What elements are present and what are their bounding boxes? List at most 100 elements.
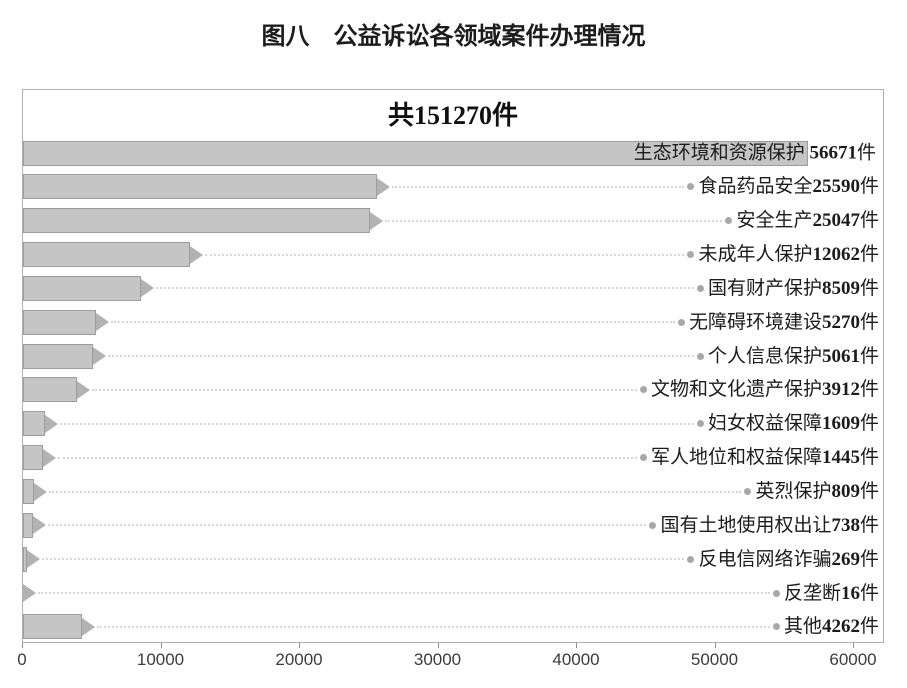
bar-label: 反电信网络诈骗269件 bbox=[698, 547, 883, 572]
bar-value: 3912 bbox=[821, 379, 860, 401]
bar-row: 反电信网络诈骗269件 bbox=[23, 542, 883, 576]
bar-row: 文物和文化遗产保护3912件 bbox=[23, 373, 883, 407]
x-tick-mark bbox=[22, 643, 23, 648]
bar-label: 其他4262件 bbox=[784, 614, 883, 639]
leader-line bbox=[384, 219, 723, 222]
bar-row: 安全生产25047件 bbox=[23, 204, 883, 238]
bar-label: 国有土地使用权出让738件 bbox=[660, 513, 883, 538]
bar-category: 反电信网络诈骗 bbox=[698, 548, 832, 570]
bar-value: 16 bbox=[840, 582, 860, 604]
bar-unit: 件 bbox=[859, 379, 879, 401]
bar-row: 个人信息保护5061件 bbox=[23, 339, 883, 373]
bar-arrow-tip-icon bbox=[23, 584, 37, 603]
bar-arrow-tip-icon bbox=[26, 550, 40, 569]
bar-category: 安全生产 bbox=[736, 210, 813, 232]
leader-line bbox=[205, 253, 685, 256]
bar-unit: 件 bbox=[859, 277, 879, 299]
bar-value: 5270 bbox=[821, 311, 860, 333]
bar-label: 妇女权益保障1609件 bbox=[708, 411, 883, 436]
bar-unit: 件 bbox=[856, 142, 876, 164]
bar-label: 军人地位和权益保障1445件 bbox=[651, 445, 883, 470]
bar-arrow-tip-icon bbox=[93, 347, 107, 366]
bar-category: 英烈保护 bbox=[755, 481, 832, 502]
bar-unit: 件 bbox=[859, 582, 879, 604]
bar bbox=[23, 309, 96, 335]
bar-row: 无障碍环境建设5270件 bbox=[23, 305, 883, 339]
bar-category: 反垄断 bbox=[783, 582, 841, 604]
figure-title: 图八 公益诉讼各领域案件办理情况 bbox=[261, 23, 646, 50]
bar-arrow-tip-icon bbox=[377, 177, 391, 196]
bar bbox=[23, 479, 35, 504]
leader-dot-icon bbox=[677, 318, 685, 326]
bar-row: 生态环境和资源保护 56671件 bbox=[23, 136, 883, 170]
bar-unit: 件 bbox=[859, 616, 879, 638]
bar-category: 妇女权益保障 bbox=[707, 413, 822, 435]
leader-dot-icon bbox=[687, 555, 695, 563]
leader-dot-icon bbox=[725, 217, 733, 225]
bar-arrow-tip-icon bbox=[369, 211, 383, 230]
x-tick-mark bbox=[299, 643, 300, 648]
bar-value: 25590 bbox=[812, 176, 860, 198]
bar-arrow-tip-icon bbox=[77, 380, 91, 399]
bar-category: 未成年人保护 bbox=[698, 244, 813, 266]
bar bbox=[23, 512, 34, 538]
bar-label: 个人信息保护5061件 bbox=[708, 344, 883, 369]
bar bbox=[23, 546, 27, 572]
bar-row: 国有财产保护8509件 bbox=[23, 271, 883, 305]
bar-category: 无障碍环境建设 bbox=[688, 311, 822, 333]
bar bbox=[23, 275, 141, 301]
leader-dot-icon bbox=[687, 183, 695, 191]
bar-value: 809 bbox=[831, 481, 860, 502]
x-axis: 0 10000 20000 30000 40000 50000 60000 bbox=[17, 643, 884, 679]
bar bbox=[23, 208, 370, 234]
chart-total-title: 共151270件 bbox=[387, 101, 518, 130]
bar-category: 国有财产保护 bbox=[707, 277, 822, 299]
bar-label: 安全生产25047件 bbox=[736, 208, 883, 233]
x-tick-mark bbox=[853, 643, 854, 648]
leader-line bbox=[41, 558, 685, 561]
bar-unit: 件 bbox=[859, 514, 879, 536]
leader-line bbox=[110, 321, 675, 324]
leader-dot-icon bbox=[696, 352, 704, 360]
bar-label: 无障碍环境建设5270件 bbox=[689, 310, 883, 335]
bar-row: 未成年人保护12062件 bbox=[23, 238, 883, 272]
leader-line bbox=[108, 355, 694, 358]
bar-unit: 件 bbox=[859, 210, 879, 232]
x-tick-label: 0 bbox=[17, 650, 27, 669]
leader-line bbox=[49, 490, 742, 493]
bar bbox=[23, 343, 94, 369]
leader-line bbox=[97, 625, 770, 628]
leader-dot-icon bbox=[639, 454, 647, 462]
bar-label: 文物和文化遗产保护3912件 bbox=[651, 377, 883, 402]
x-tick-label: 40000 bbox=[552, 650, 600, 669]
leader-line bbox=[58, 456, 637, 459]
leader-line bbox=[38, 592, 770, 595]
bar-unit: 件 bbox=[859, 447, 879, 469]
bar-row: 食品药品安全25590件 bbox=[23, 170, 883, 204]
bar-value: 1609 bbox=[821, 413, 860, 435]
leader-dot-icon bbox=[696, 420, 704, 428]
bar-value: 12062 bbox=[812, 244, 860, 266]
bar-category: 食品药品安全 bbox=[698, 176, 813, 198]
bar bbox=[23, 614, 83, 640]
bar bbox=[23, 445, 43, 471]
bar-row: 妇女权益保障1609件 bbox=[23, 407, 883, 441]
bar-label: 未成年人保护12062件 bbox=[698, 242, 883, 267]
leader-line bbox=[48, 524, 647, 527]
bar-category: 文物和文化遗产保护 bbox=[650, 379, 822, 401]
bar bbox=[23, 242, 191, 268]
bar-value: 1445 bbox=[821, 447, 860, 469]
bar-value: 8509 bbox=[821, 277, 860, 299]
bar-row: 国有土地使用权出让738件 bbox=[23, 508, 883, 542]
bar-unit: 件 bbox=[859, 311, 879, 333]
leader-line bbox=[92, 388, 637, 391]
bar-arrow-tip-icon bbox=[190, 245, 204, 264]
bar-arrow-tip-icon bbox=[33, 516, 47, 535]
bar-category: 生态环境和资源保护 bbox=[633, 142, 810, 164]
x-tick-label: 10000 bbox=[136, 650, 185, 669]
bar-label: 国有财产保护8509件 bbox=[708, 276, 883, 301]
x-tick-mark bbox=[160, 643, 162, 648]
bar-arrow-tip-icon bbox=[82, 617, 96, 636]
bar-label: 生态环境和资源保护 56671件 bbox=[634, 141, 880, 166]
bar-row: 其他4262件 bbox=[23, 610, 883, 644]
